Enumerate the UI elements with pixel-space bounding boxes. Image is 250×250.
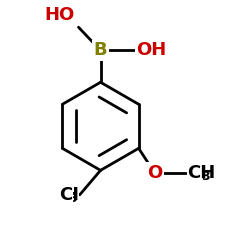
- Text: HO: HO: [44, 6, 75, 24]
- Text: B: B: [94, 42, 107, 60]
- Text: O: O: [147, 164, 162, 182]
- Text: 3: 3: [69, 192, 77, 205]
- Text: H: H: [64, 186, 78, 204]
- Text: 3: 3: [201, 170, 210, 183]
- Text: OH: OH: [136, 42, 166, 60]
- Text: C: C: [59, 186, 72, 204]
- Text: CH: CH: [188, 164, 216, 182]
